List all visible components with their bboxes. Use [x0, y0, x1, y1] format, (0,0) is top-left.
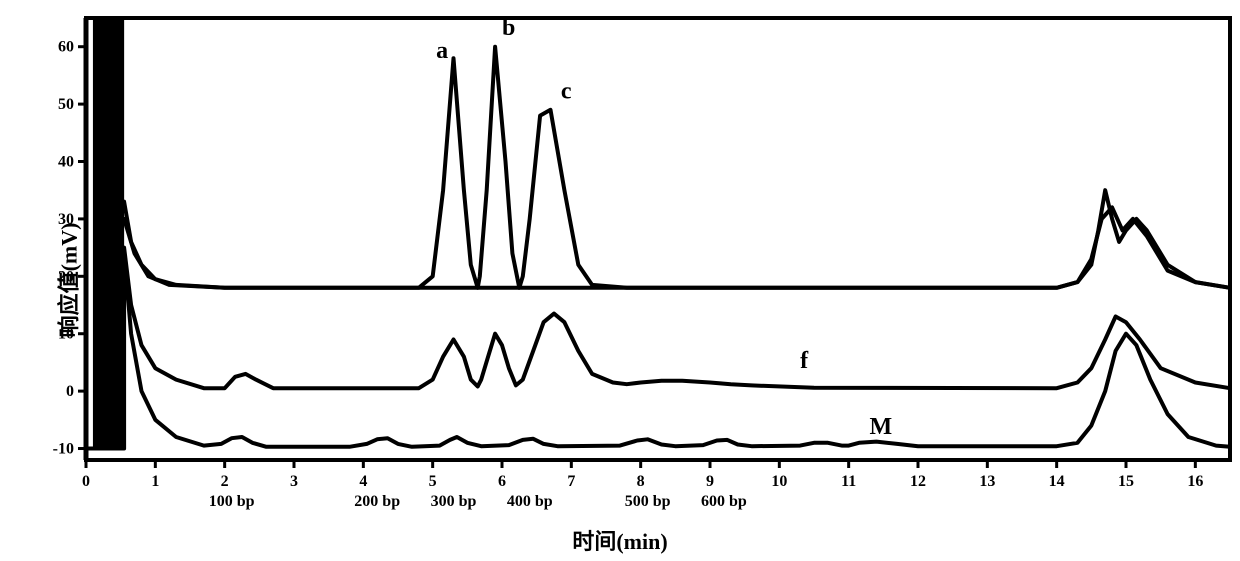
- svg-text:50: 50: [58, 96, 74, 113]
- svg-text:a: a: [436, 38, 448, 64]
- svg-text:11: 11: [841, 473, 856, 490]
- svg-text:1: 1: [151, 473, 159, 490]
- svg-text:40: 40: [58, 154, 74, 171]
- svg-text:8: 8: [637, 473, 645, 490]
- svg-text:f: f: [800, 348, 809, 374]
- svg-text:2: 2: [221, 473, 229, 490]
- svg-text:5: 5: [429, 473, 437, 490]
- svg-text:10: 10: [771, 473, 787, 490]
- svg-text:b: b: [502, 15, 515, 41]
- svg-text:16: 16: [1187, 473, 1203, 490]
- svg-text:60: 60: [58, 39, 74, 56]
- svg-text:6: 6: [498, 473, 506, 490]
- svg-text:4: 4: [359, 473, 367, 490]
- svg-text:3: 3: [290, 473, 298, 490]
- svg-text:M: M: [869, 414, 892, 440]
- svg-text:300 bp: 300 bp: [431, 493, 477, 510]
- svg-text:12: 12: [910, 473, 926, 490]
- y-axis-label: 响应值(mV): [51, 223, 83, 338]
- svg-text:600 bp: 600 bp: [701, 493, 747, 510]
- svg-text:200 bp: 200 bp: [354, 493, 400, 510]
- chart-svg: 012345678910111213141516-100102030405060…: [0, 0, 1240, 561]
- svg-text:13: 13: [979, 473, 995, 490]
- svg-text:-10: -10: [53, 441, 74, 458]
- svg-text:0: 0: [66, 383, 74, 400]
- svg-text:0: 0: [82, 473, 90, 490]
- svg-text:c: c: [561, 78, 572, 104]
- svg-text:400 bp: 400 bp: [507, 493, 553, 510]
- svg-text:15: 15: [1118, 473, 1134, 490]
- svg-text:7: 7: [567, 473, 575, 490]
- svg-text:500 bp: 500 bp: [625, 493, 671, 510]
- chromatogram-chart: { "chart": { "type": "line", "width_px":…: [0, 0, 1240, 561]
- svg-text:14: 14: [1049, 473, 1065, 490]
- x-axis-label: 时间(min): [0, 524, 1240, 556]
- svg-text:9: 9: [706, 473, 714, 490]
- svg-text:100 bp: 100 bp: [209, 493, 255, 510]
